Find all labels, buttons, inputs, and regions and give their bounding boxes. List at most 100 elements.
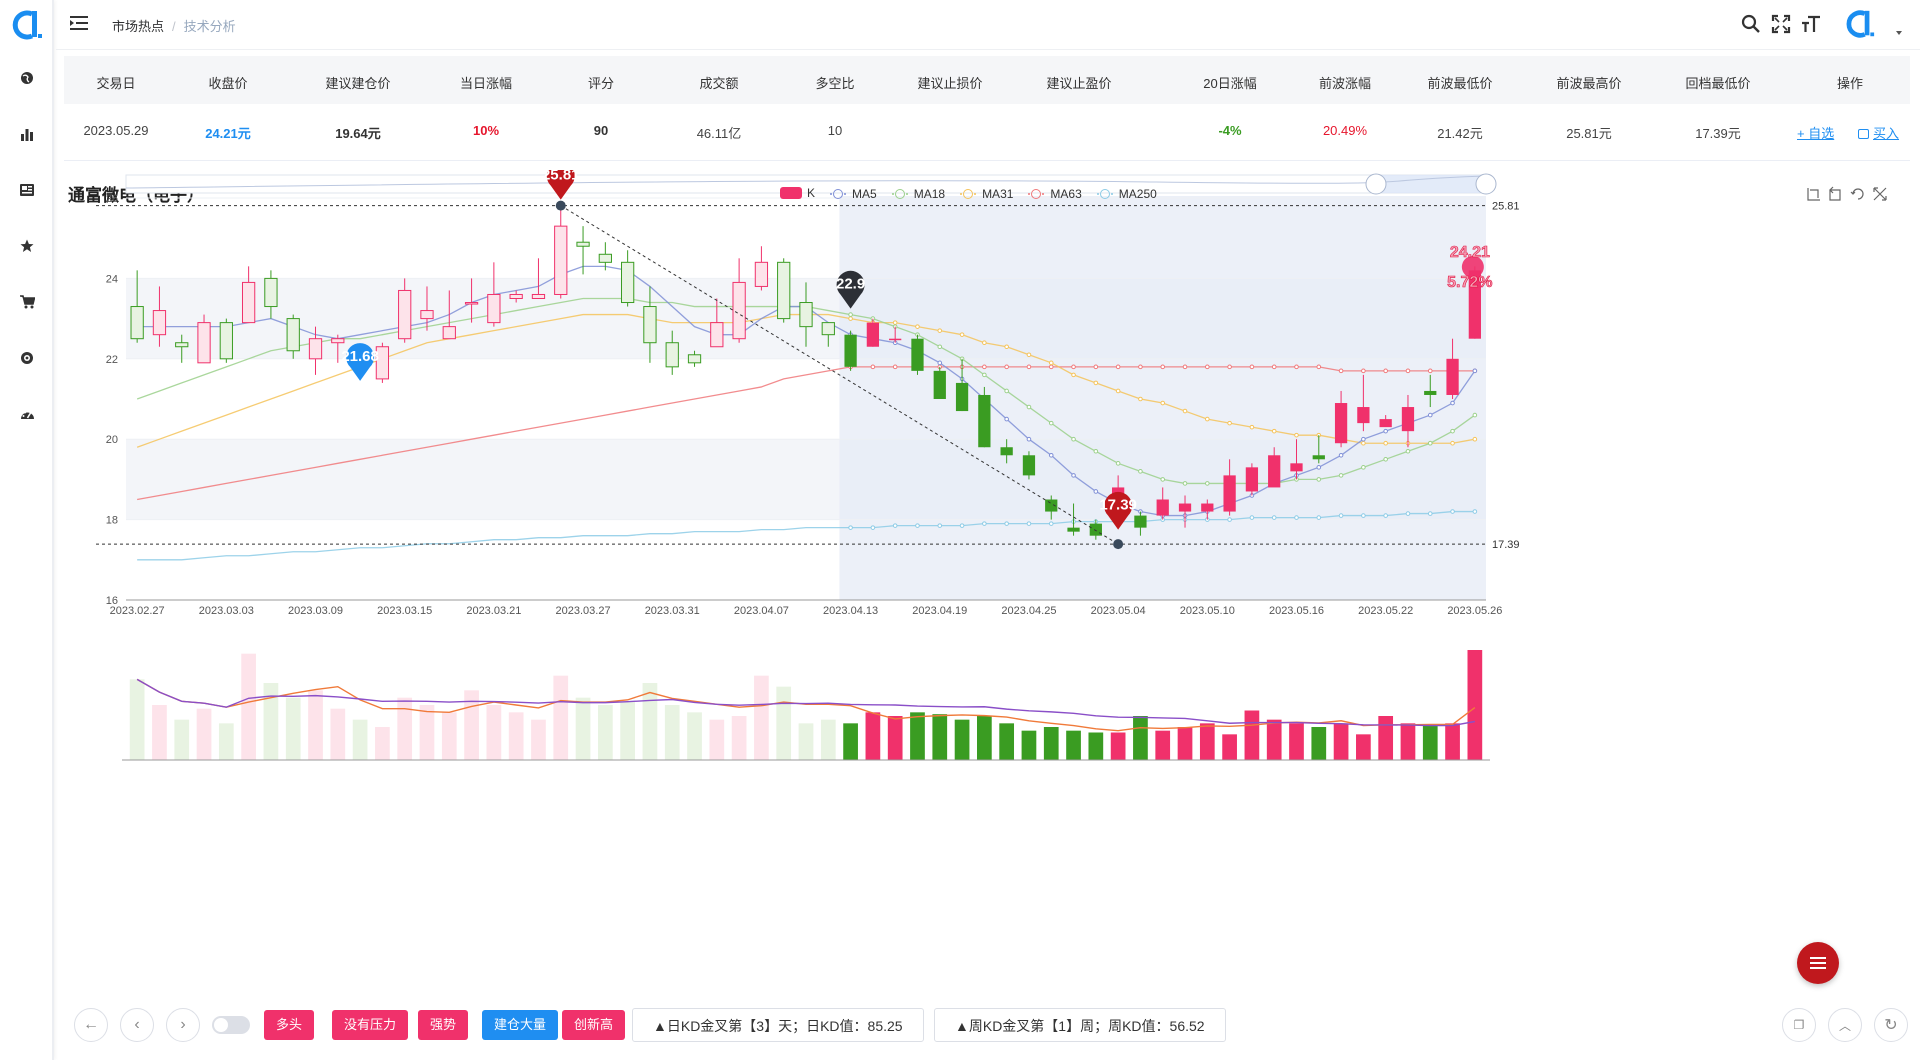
breadcrumb-root[interactable]: 市场热点	[112, 19, 165, 34]
candle[interactable]	[464, 302, 479, 305]
volume-bar[interactable]	[129, 679, 145, 760]
candle[interactable]	[286, 318, 300, 352]
volume-bar[interactable]	[776, 686, 792, 760]
high-pin[interactable]: 25.81	[542, 170, 580, 200]
copy-button[interactable]: ❐	[1782, 1008, 1816, 1042]
volume-bar[interactable]	[196, 708, 212, 760]
volume-bar[interactable]	[1021, 730, 1037, 760]
volume-bar[interactable]	[508, 712, 524, 760]
volume-bar[interactable]	[352, 719, 368, 760]
volume-bar[interactable]	[1088, 732, 1104, 761]
candle[interactable]	[1089, 523, 1102, 536]
caret-down-icon[interactable]	[1894, 28, 1904, 38]
volume-bar[interactable]	[397, 697, 413, 760]
legend-item[interactable]: MA63	[1025, 187, 1082, 201]
volume-bar[interactable]	[1066, 730, 1081, 760]
volume-bar[interactable]	[1400, 723, 1416, 760]
candle[interactable]	[152, 310, 167, 336]
tag-new-high[interactable]: 创新高	[562, 1010, 626, 1040]
volume-bar[interactable]	[754, 675, 769, 760]
candle[interactable]	[1468, 270, 1481, 339]
volume-bar[interactable]	[1244, 710, 1260, 761]
menu-fold-icon[interactable]	[70, 15, 88, 31]
volume-bar[interactable]	[597, 705, 613, 760]
candle[interactable]	[442, 326, 456, 340]
candle[interactable]	[1134, 515, 1147, 528]
candle[interactable]	[509, 293, 523, 300]
volume-bar[interactable]	[887, 716, 903, 760]
candle[interactable]	[1379, 419, 1392, 428]
volume-bar[interactable]	[152, 705, 167, 760]
candle[interactable]	[130, 306, 144, 340]
volume-bar[interactable]	[932, 714, 948, 760]
legend-item[interactable]: MA250	[1094, 187, 1157, 201]
nav-item-analysis[interactable]	[0, 114, 54, 154]
candle[interactable]	[1334, 403, 1348, 444]
candle[interactable]	[1156, 499, 1169, 516]
candle[interactable]	[1357, 407, 1370, 424]
candle[interactable]	[398, 289, 412, 340]
candle[interactable]	[197, 322, 211, 364]
volume-bar[interactable]	[954, 719, 970, 760]
candle[interactable]	[1245, 467, 1259, 492]
candle[interactable]	[1290, 463, 1303, 472]
candle[interactable]	[531, 293, 546, 300]
candle[interactable]	[799, 302, 813, 328]
volume-bar[interactable]	[1289, 723, 1304, 760]
candle[interactable]	[1401, 407, 1415, 432]
kline-chart[interactable]: 25.8117.3925.8122.921.6817.3924.215.72% …	[56, 170, 1920, 960]
prev-button[interactable]: ‹	[120, 1008, 154, 1042]
candle[interactable]	[241, 281, 256, 324]
zoom-select-icon[interactable]	[1807, 188, 1820, 201]
candle[interactable]	[1312, 455, 1325, 460]
volume-bar[interactable]	[419, 705, 435, 760]
candle[interactable]	[264, 277, 278, 308]
low-pin[interactable]: 17.39	[1099, 491, 1137, 530]
volume-bar[interactable]	[285, 697, 301, 760]
candle[interactable]	[621, 261, 635, 304]
volume-bar[interactable]	[241, 653, 256, 760]
candle[interactable]	[576, 241, 590, 247]
volume-bar[interactable]	[620, 701, 635, 760]
candle[interactable]	[911, 338, 924, 371]
legend-item[interactable]: MA18	[889, 187, 945, 201]
legend-item[interactable]: MA5	[827, 187, 877, 201]
candle[interactable]	[1268, 455, 1281, 488]
candle[interactable]	[1223, 475, 1236, 512]
candle[interactable]	[1067, 527, 1080, 532]
volume-bar[interactable]	[263, 683, 279, 760]
tag-volume[interactable]: 建仓大量	[482, 1010, 559, 1040]
candle[interactable]	[933, 370, 946, 399]
volume-bar[interactable]	[1356, 734, 1371, 760]
volume-bar[interactable]	[820, 719, 836, 760]
volume-bar[interactable]	[1333, 723, 1349, 760]
volume-bar[interactable]	[999, 723, 1015, 760]
expand-icon[interactable]	[1873, 187, 1887, 201]
candle[interactable]	[777, 261, 791, 320]
volume-bar[interactable]	[218, 723, 234, 760]
candle[interactable]	[375, 346, 390, 380]
tag-no-pressure[interactable]: 没有压力	[332, 1010, 409, 1040]
restore-icon[interactable]	[1850, 188, 1864, 200]
volume-bar[interactable]	[1110, 732, 1126, 761]
volume-bar[interactable]	[531, 719, 546, 760]
candle[interactable]	[844, 334, 857, 367]
add-watchlist-link[interactable]: + 自选	[1797, 126, 1835, 141]
volume-bar[interactable]	[1177, 727, 1193, 760]
candle[interactable]	[487, 293, 501, 324]
candle[interactable]	[978, 394, 991, 448]
search-icon[interactable]	[1740, 13, 1762, 35]
volume-bar[interactable]	[553, 675, 569, 760]
mid-pin[interactable]: 22.9	[836, 270, 865, 309]
volume-bar[interactable]	[486, 705, 502, 760]
volume-bar[interactable]	[1378, 716, 1394, 760]
candle[interactable]	[219, 322, 233, 360]
volume-bar[interactable]	[1222, 734, 1237, 760]
volume-bar[interactable]	[642, 683, 658, 760]
volume-bar[interactable]	[865, 712, 881, 760]
volume-bar[interactable]	[1266, 719, 1282, 760]
candle[interactable]	[1446, 358, 1459, 395]
menu-fab[interactable]	[1797, 942, 1839, 984]
candle[interactable]	[665, 342, 679, 368]
volume-bar[interactable]	[731, 716, 747, 760]
